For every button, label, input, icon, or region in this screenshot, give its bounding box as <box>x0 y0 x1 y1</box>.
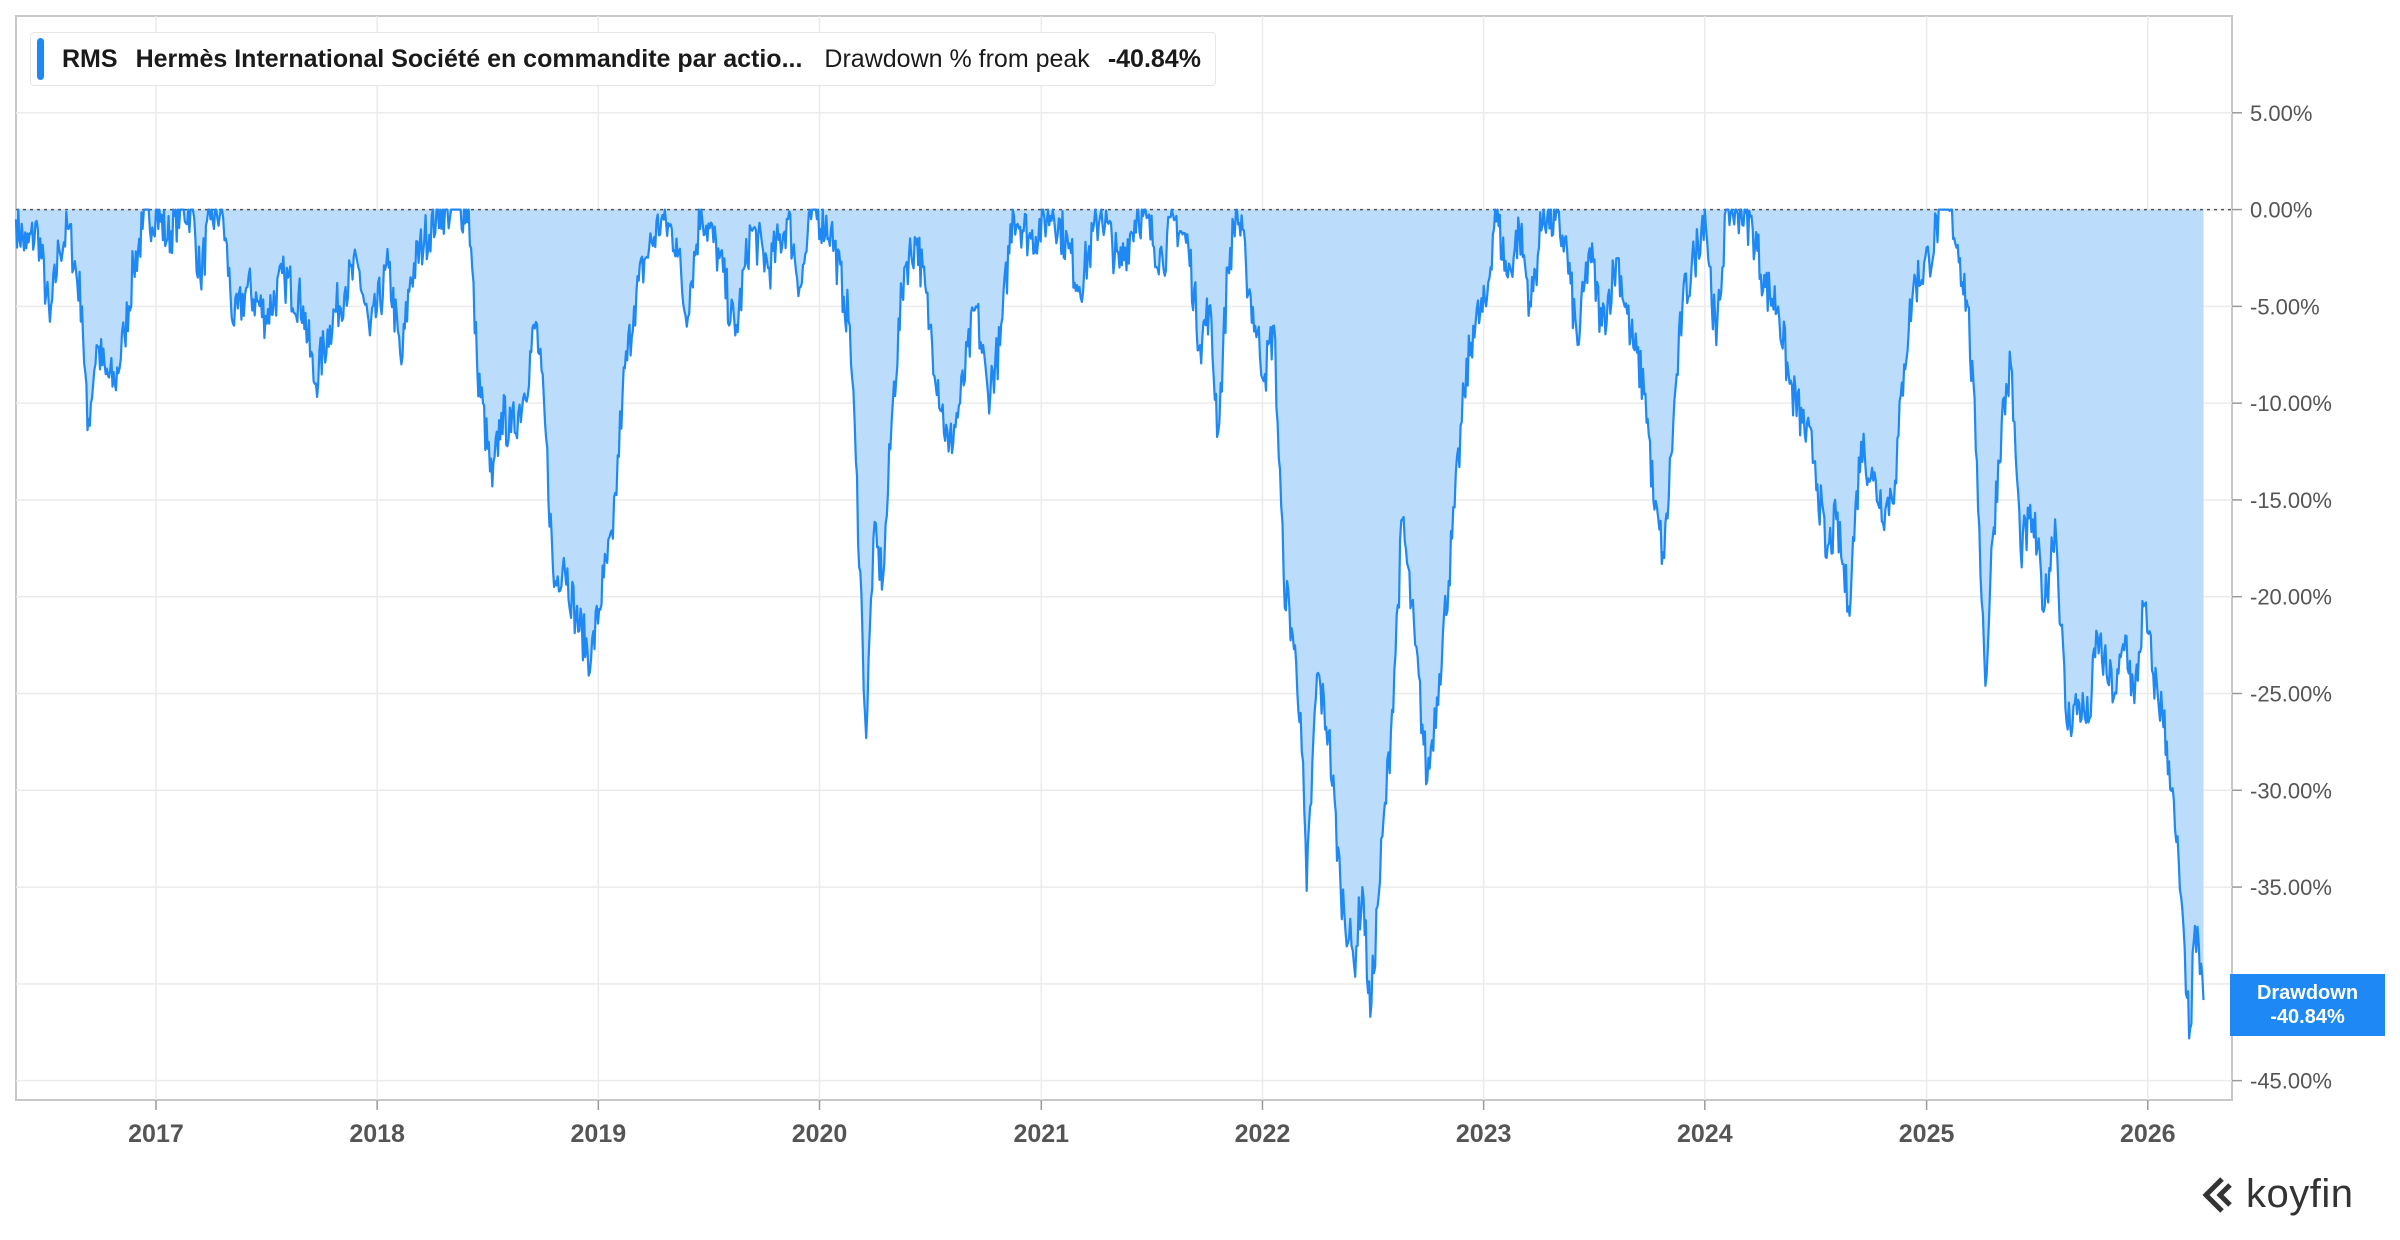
series-color-swatch <box>37 38 44 80</box>
legend-metric: Drawdown % from peak <box>824 44 1090 73</box>
x-tick-label: 2021 <box>1013 1120 1069 1148</box>
x-tick-label: 2018 <box>349 1120 405 1148</box>
y-tick-label: 0.00% <box>2250 198 2312 223</box>
legend-value: -40.84% <box>1107 44 1201 73</box>
y-tick-label: -20.00% <box>2250 585 2332 610</box>
x-tick-label: 2017 <box>128 1120 184 1148</box>
brand-name: koyfin <box>2246 1172 2354 1216</box>
x-tick-label: 2019 <box>571 1120 627 1148</box>
badge-label: Drawdown <box>2256 982 2359 1004</box>
y-tick-label: -45.00% <box>2250 1069 2332 1094</box>
x-tick-label: 2026 <box>2120 1120 2176 1148</box>
y-tick-label: -10.00% <box>2250 391 2332 416</box>
y-tick-label: -35.00% <box>2250 875 2332 900</box>
y-axis: 5.00% 0.00% -5.00% -10.00% -15.00% -20.00% -25… <box>2232 101 2332 1094</box>
drawdown-line <box>14 208 2205 1040</box>
y-tick-label: 5.00% <box>2250 101 2312 126</box>
x-tick-label: 2025 <box>1899 1120 1955 1148</box>
brand-watermark: koyfin <box>2200 1172 2354 1217</box>
x-tick-label: 2024 <box>1677 1120 1733 1148</box>
y-tick-label: -15.00% <box>2250 488 2332 513</box>
x-tick-label: 2023 <box>1456 1120 1512 1148</box>
y-tick-label: -5.00% <box>2250 294 2320 319</box>
y-tick-label: -30.00% <box>2250 778 2332 803</box>
series-legend[interactable]: RMS Hermès International Société en comm… <box>30 32 1216 86</box>
drawdown-area <box>16 209 2204 1039</box>
legend-security-name: Hermès International Société en commandi… <box>135 44 803 73</box>
last-value-badge: Drawdown -40.84% <box>2230 974 2385 1036</box>
badge-value: -40.84% <box>2270 1006 2345 1028</box>
x-axis: 2017 2018 2019 2020 2021 2022 2023 2024 2025 2026 <box>128 1100 2176 1148</box>
plot-frame <box>15 15 2233 1101</box>
x-tick-label: 2022 <box>1235 1120 1291 1148</box>
y-tick-label: -25.00% <box>2250 682 2332 707</box>
koyfin-logo-icon <box>2202 1176 2232 1213</box>
x-tick-label: 2020 <box>792 1120 848 1148</box>
legend-ticker: RMS <box>62 44 118 73</box>
